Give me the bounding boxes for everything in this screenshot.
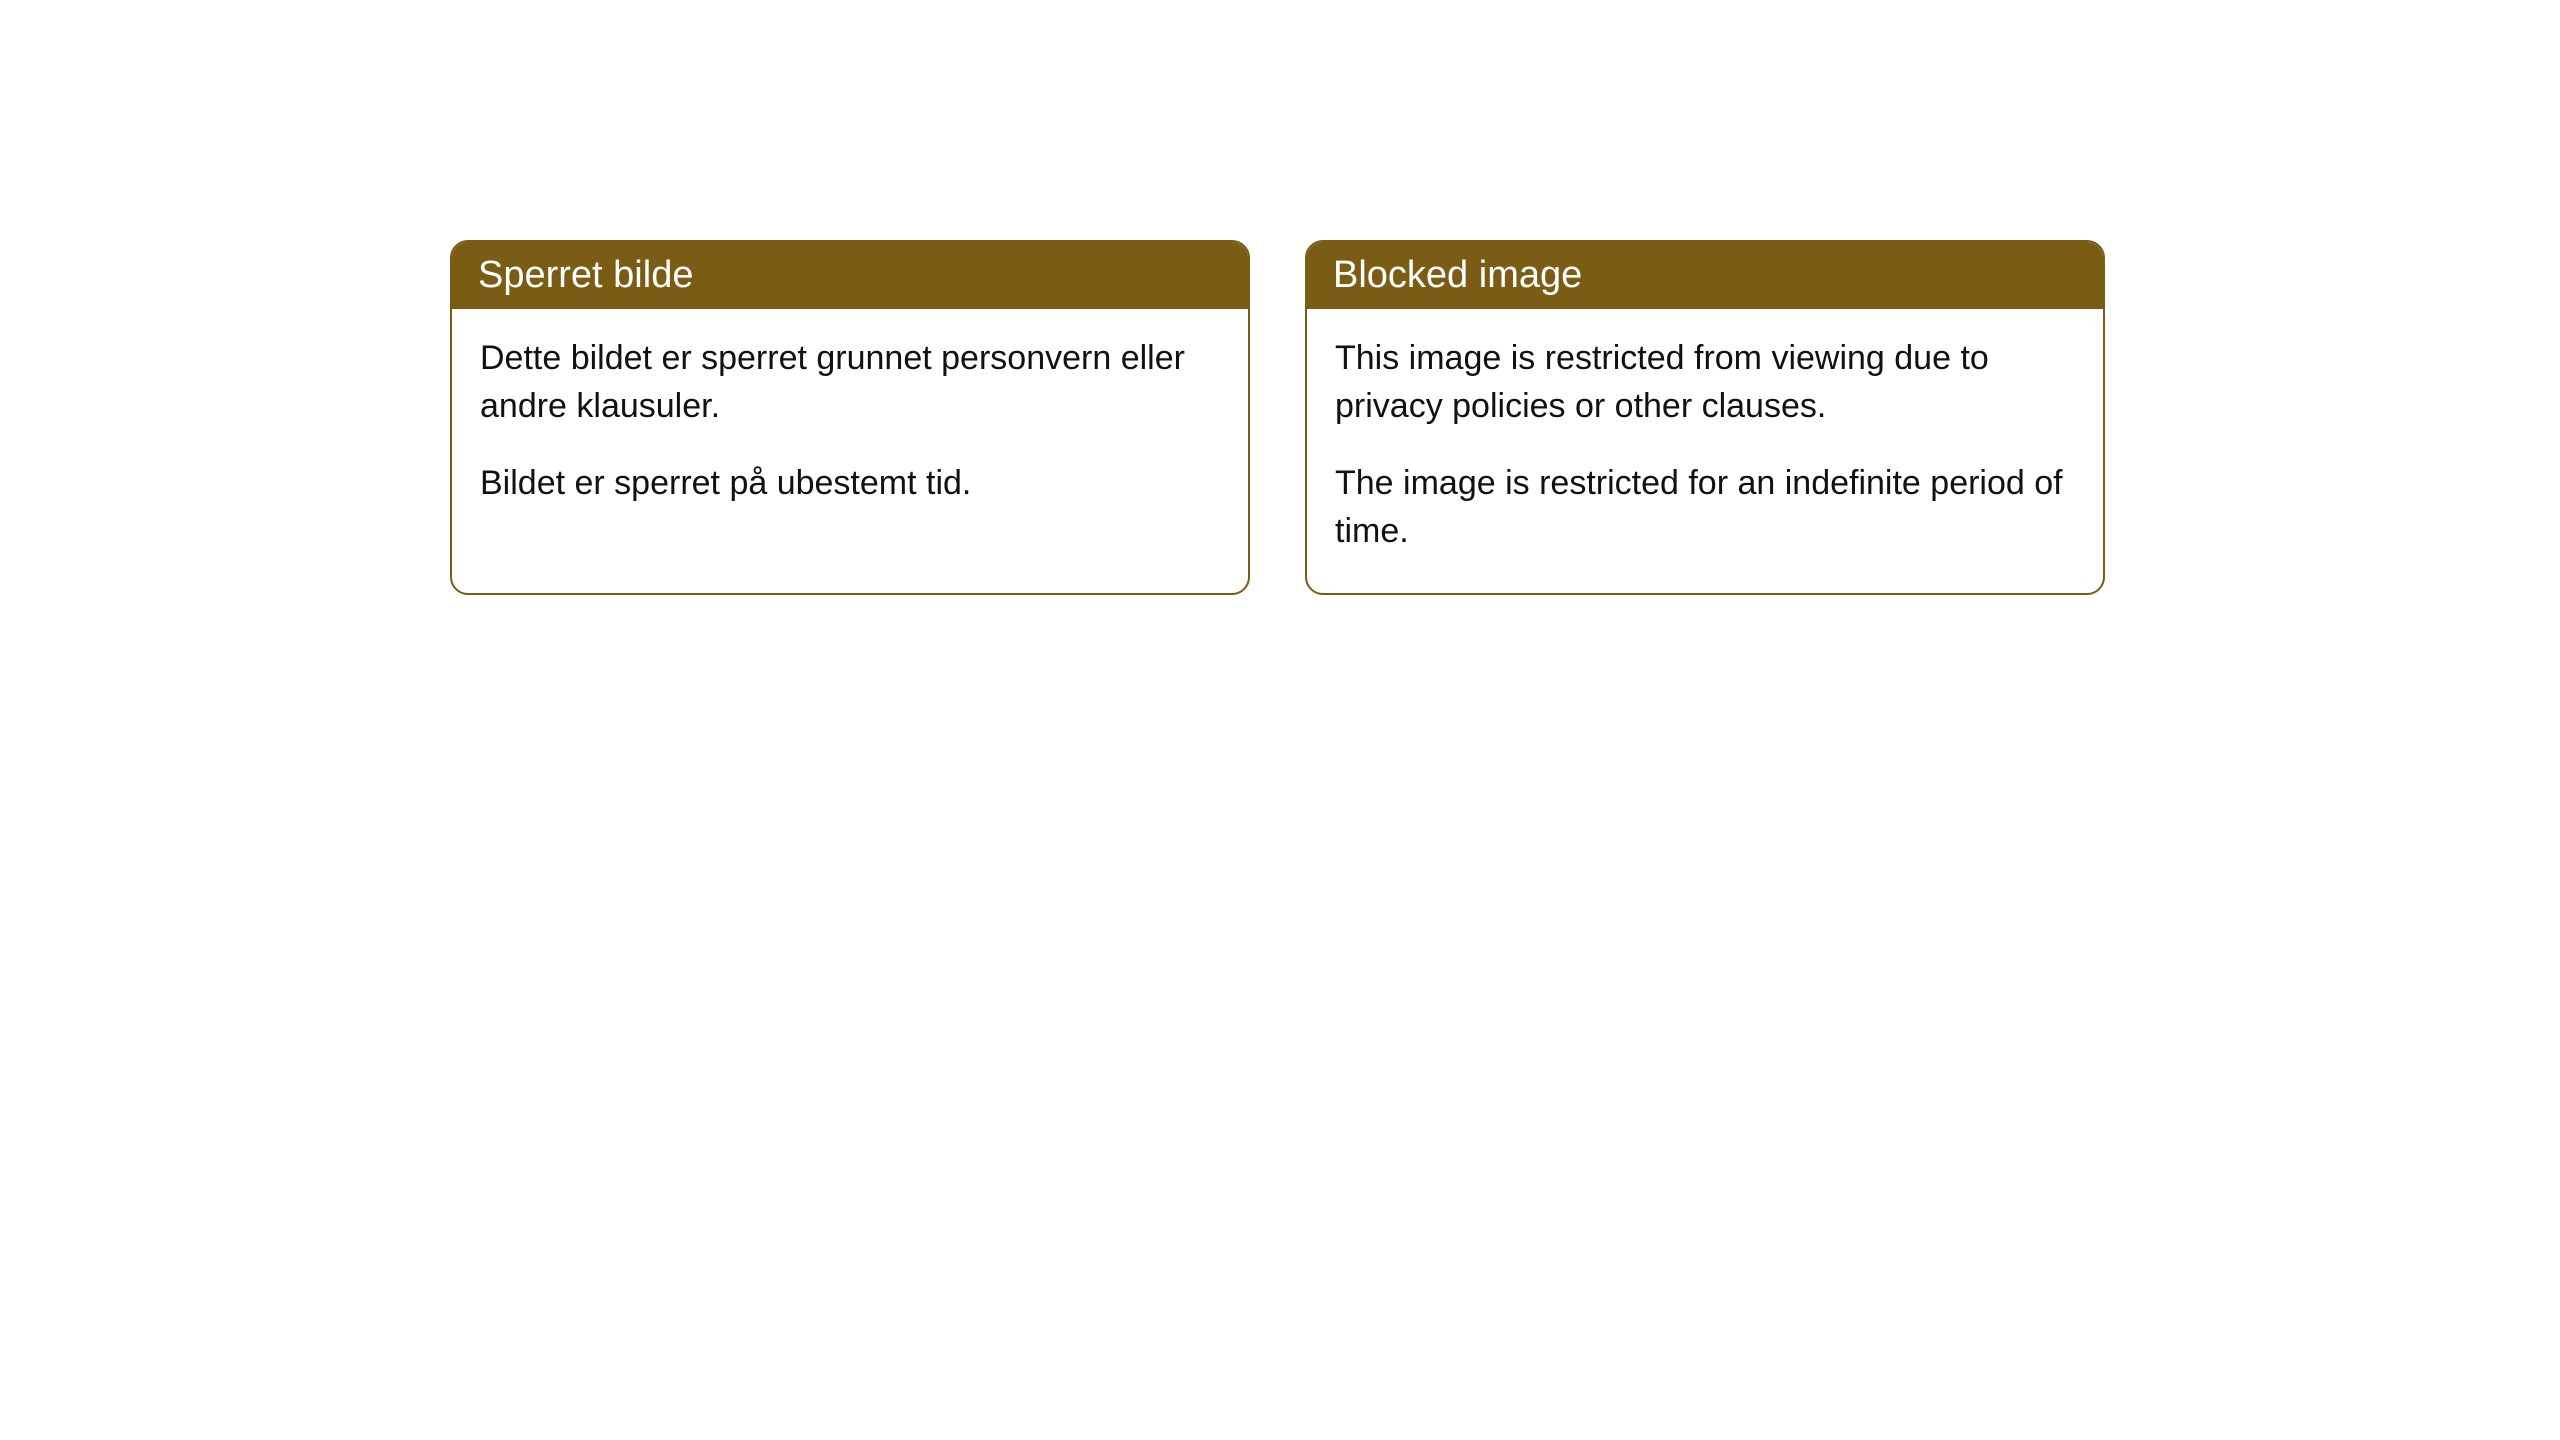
blocked-image-card-english: Blocked image This image is restricted f… — [1305, 240, 2105, 595]
card-paragraph: The image is restricted for an indefinit… — [1335, 460, 2075, 555]
card-paragraph: Bildet er sperret på ubestemt tid. — [480, 460, 1220, 508]
card-title: Sperret bilde — [478, 254, 693, 296]
card-header: Sperret bilde — [452, 242, 1248, 309]
card-paragraph: This image is restricted from viewing du… — [1335, 335, 2075, 430]
card-title: Blocked image — [1333, 254, 1582, 296]
card-body: This image is restricted from viewing du… — [1307, 309, 2103, 593]
card-body: Dette bildet er sperret grunnet personve… — [452, 309, 1248, 546]
card-header: Blocked image — [1307, 242, 2103, 309]
notice-cards-container: Sperret bilde Dette bildet er sperret gr… — [450, 240, 2560, 595]
card-paragraph: Dette bildet er sperret grunnet personve… — [480, 335, 1220, 430]
blocked-image-card-norwegian: Sperret bilde Dette bildet er sperret gr… — [450, 240, 1250, 595]
